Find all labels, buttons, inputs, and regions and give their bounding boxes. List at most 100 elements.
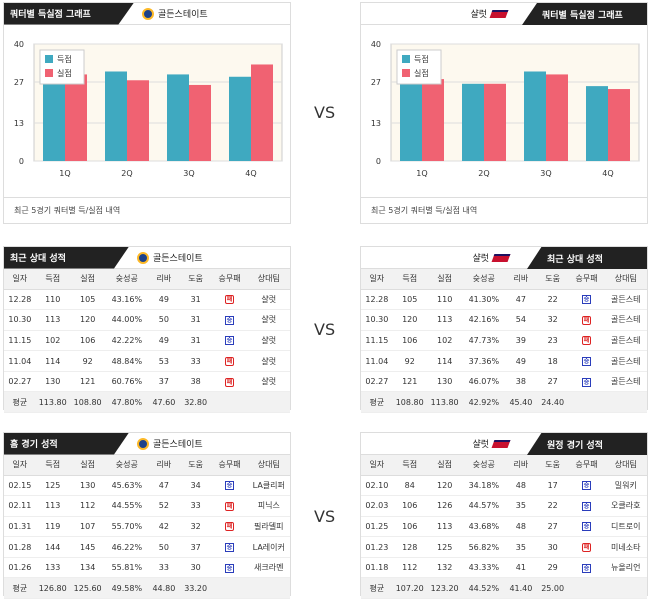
table-cell: 134 (69, 557, 106, 579)
result-cell: 승 (211, 475, 248, 497)
table-cell: 47 (505, 289, 537, 311)
table-cell: 45.63% (105, 475, 149, 497)
average-cell: 25.00 (536, 577, 569, 599)
bar-score (524, 71, 546, 161)
x-tick-label: 1Q (416, 169, 427, 178)
panel-title: 홈 경기 성적 (4, 432, 129, 455)
average-cell: 32.80 (179, 391, 212, 414)
win-badge: 승 (582, 563, 592, 573)
column-header: 슛성공 (105, 269, 149, 290)
table-cell: 43.33% (462, 557, 506, 579)
win-badge: 승 (582, 522, 592, 532)
bar-score (43, 79, 65, 161)
table-cell: 11.15 (4, 330, 36, 352)
table-cell: 44.00% (105, 309, 149, 331)
table-cell: 130 (35, 371, 70, 393)
column-header: 승무패 (211, 269, 248, 290)
column-header: 승무패 (211, 455, 248, 476)
table-row: 01.28 144 145 46.22% 50 37 승 LA레이커 (4, 536, 290, 558)
table-cell: 121 (392, 371, 427, 393)
stats-table: 일자 득점 실점 슛성공 리바 도움 승무패 상대팀 02.10 84 120 34.18% 48 17 승… (361, 455, 647, 599)
panel-header: 샬럿 원정 경기 성적 (361, 433, 647, 455)
table-header-row: 일자 득점 실점 슛성공 리바 도움 승무패 상대팀 (4, 269, 290, 290)
bar-score (229, 76, 251, 161)
table-cell: 120 (392, 309, 427, 331)
table-cell: 29 (536, 557, 569, 579)
table-cell: 47 (148, 475, 180, 497)
result-cell: 승 (568, 516, 605, 538)
x-tick-label: 1Q (59, 169, 70, 178)
result-cell: 승 (568, 371, 605, 393)
table-cell: 02.03 (361, 495, 393, 517)
table-cell: 52 (148, 495, 180, 517)
table-cell: 30 (179, 557, 212, 579)
vs-label: VS (314, 103, 336, 122)
column-header: 득점 (392, 455, 427, 476)
table-cell: 49 (148, 289, 180, 311)
panel-header: 쿼터별 득실점 그래프 골든스테이트 (4, 2, 290, 25)
table-cell: 49 (148, 330, 180, 352)
table-cell: 01.31 (4, 516, 36, 538)
win-badge: 승 (225, 563, 235, 573)
average-cell: 113.80 (426, 391, 463, 414)
average-cell: 125.60 (69, 577, 106, 599)
table-cell: 105 (69, 289, 106, 311)
table-cell: 42 (148, 516, 180, 538)
legend-label: 득점 (414, 54, 429, 64)
table-cell: 34.18% (462, 475, 506, 497)
average-cell (211, 391, 248, 414)
table-cell: 107 (69, 516, 106, 538)
y-tick-label: 27 (14, 78, 24, 87)
table-cell: 37 (179, 536, 212, 558)
table-cell: 골든스테 (604, 309, 647, 331)
table-cell: 105 (392, 289, 427, 311)
average-cell (568, 391, 605, 414)
average-cell: 47.80% (105, 391, 149, 414)
loss-badge: 패 (582, 543, 592, 553)
table-cell: 49 (505, 350, 537, 372)
column-header: 실점 (426, 269, 463, 290)
table-cell: 110 (35, 289, 70, 311)
table-cell: 48 (505, 475, 537, 497)
column-header: 도움 (536, 455, 569, 476)
average-label: 평균 (361, 577, 393, 599)
panel-title: 최근 상대 성적 (4, 246, 129, 269)
average-cell: 44.80 (148, 577, 180, 599)
result-cell: 패 (568, 536, 605, 558)
table-cell: 46.22% (105, 536, 149, 558)
table-cell: 01.18 (361, 557, 393, 579)
result-cell: 패 (211, 495, 248, 517)
panel-header: 최근 상대 성적 골든스테이트 (4, 246, 290, 269)
column-header: 리바 (148, 269, 180, 290)
average-label: 평균 (361, 391, 393, 414)
table-cell: 샬럿 (247, 371, 290, 393)
table-cell: 12.28 (361, 289, 393, 311)
average-row: 평균 113.80 108.80 47.80% 47.60 32.80 (4, 391, 290, 414)
column-header: 슛성공 (462, 269, 506, 290)
table-cell: 새크라멘 (247, 557, 290, 579)
table-cell: 01.28 (4, 536, 36, 558)
table-cell: 56.82% (462, 536, 506, 558)
average-cell: 113.80 (35, 391, 70, 414)
win-badge: 승 (582, 295, 592, 305)
x-tick-label: 2Q (121, 169, 132, 178)
win-badge: 승 (582, 377, 592, 387)
average-cell: 123.20 (426, 577, 463, 599)
loss-badge: 패 (225, 501, 235, 511)
table-cell: 60.76% (105, 371, 149, 393)
table-cell: 121 (69, 371, 106, 393)
table-cell: 밀워키 (604, 475, 647, 497)
column-header: 슛성공 (462, 455, 506, 476)
table-row: 02.10 84 120 34.18% 48 17 승 밀워키 (361, 475, 647, 497)
result-cell: 승 (568, 350, 605, 372)
bar-concede (251, 64, 273, 161)
table-cell: 42.22% (105, 330, 149, 352)
panel-title: 원정 경기 성적 (527, 433, 647, 455)
panel-title: 최근 상대 성적 (527, 247, 647, 269)
table-cell: 27 (536, 516, 569, 538)
table-cell: 37.36% (462, 350, 506, 372)
team-name: 골든스테이트 (153, 440, 203, 450)
